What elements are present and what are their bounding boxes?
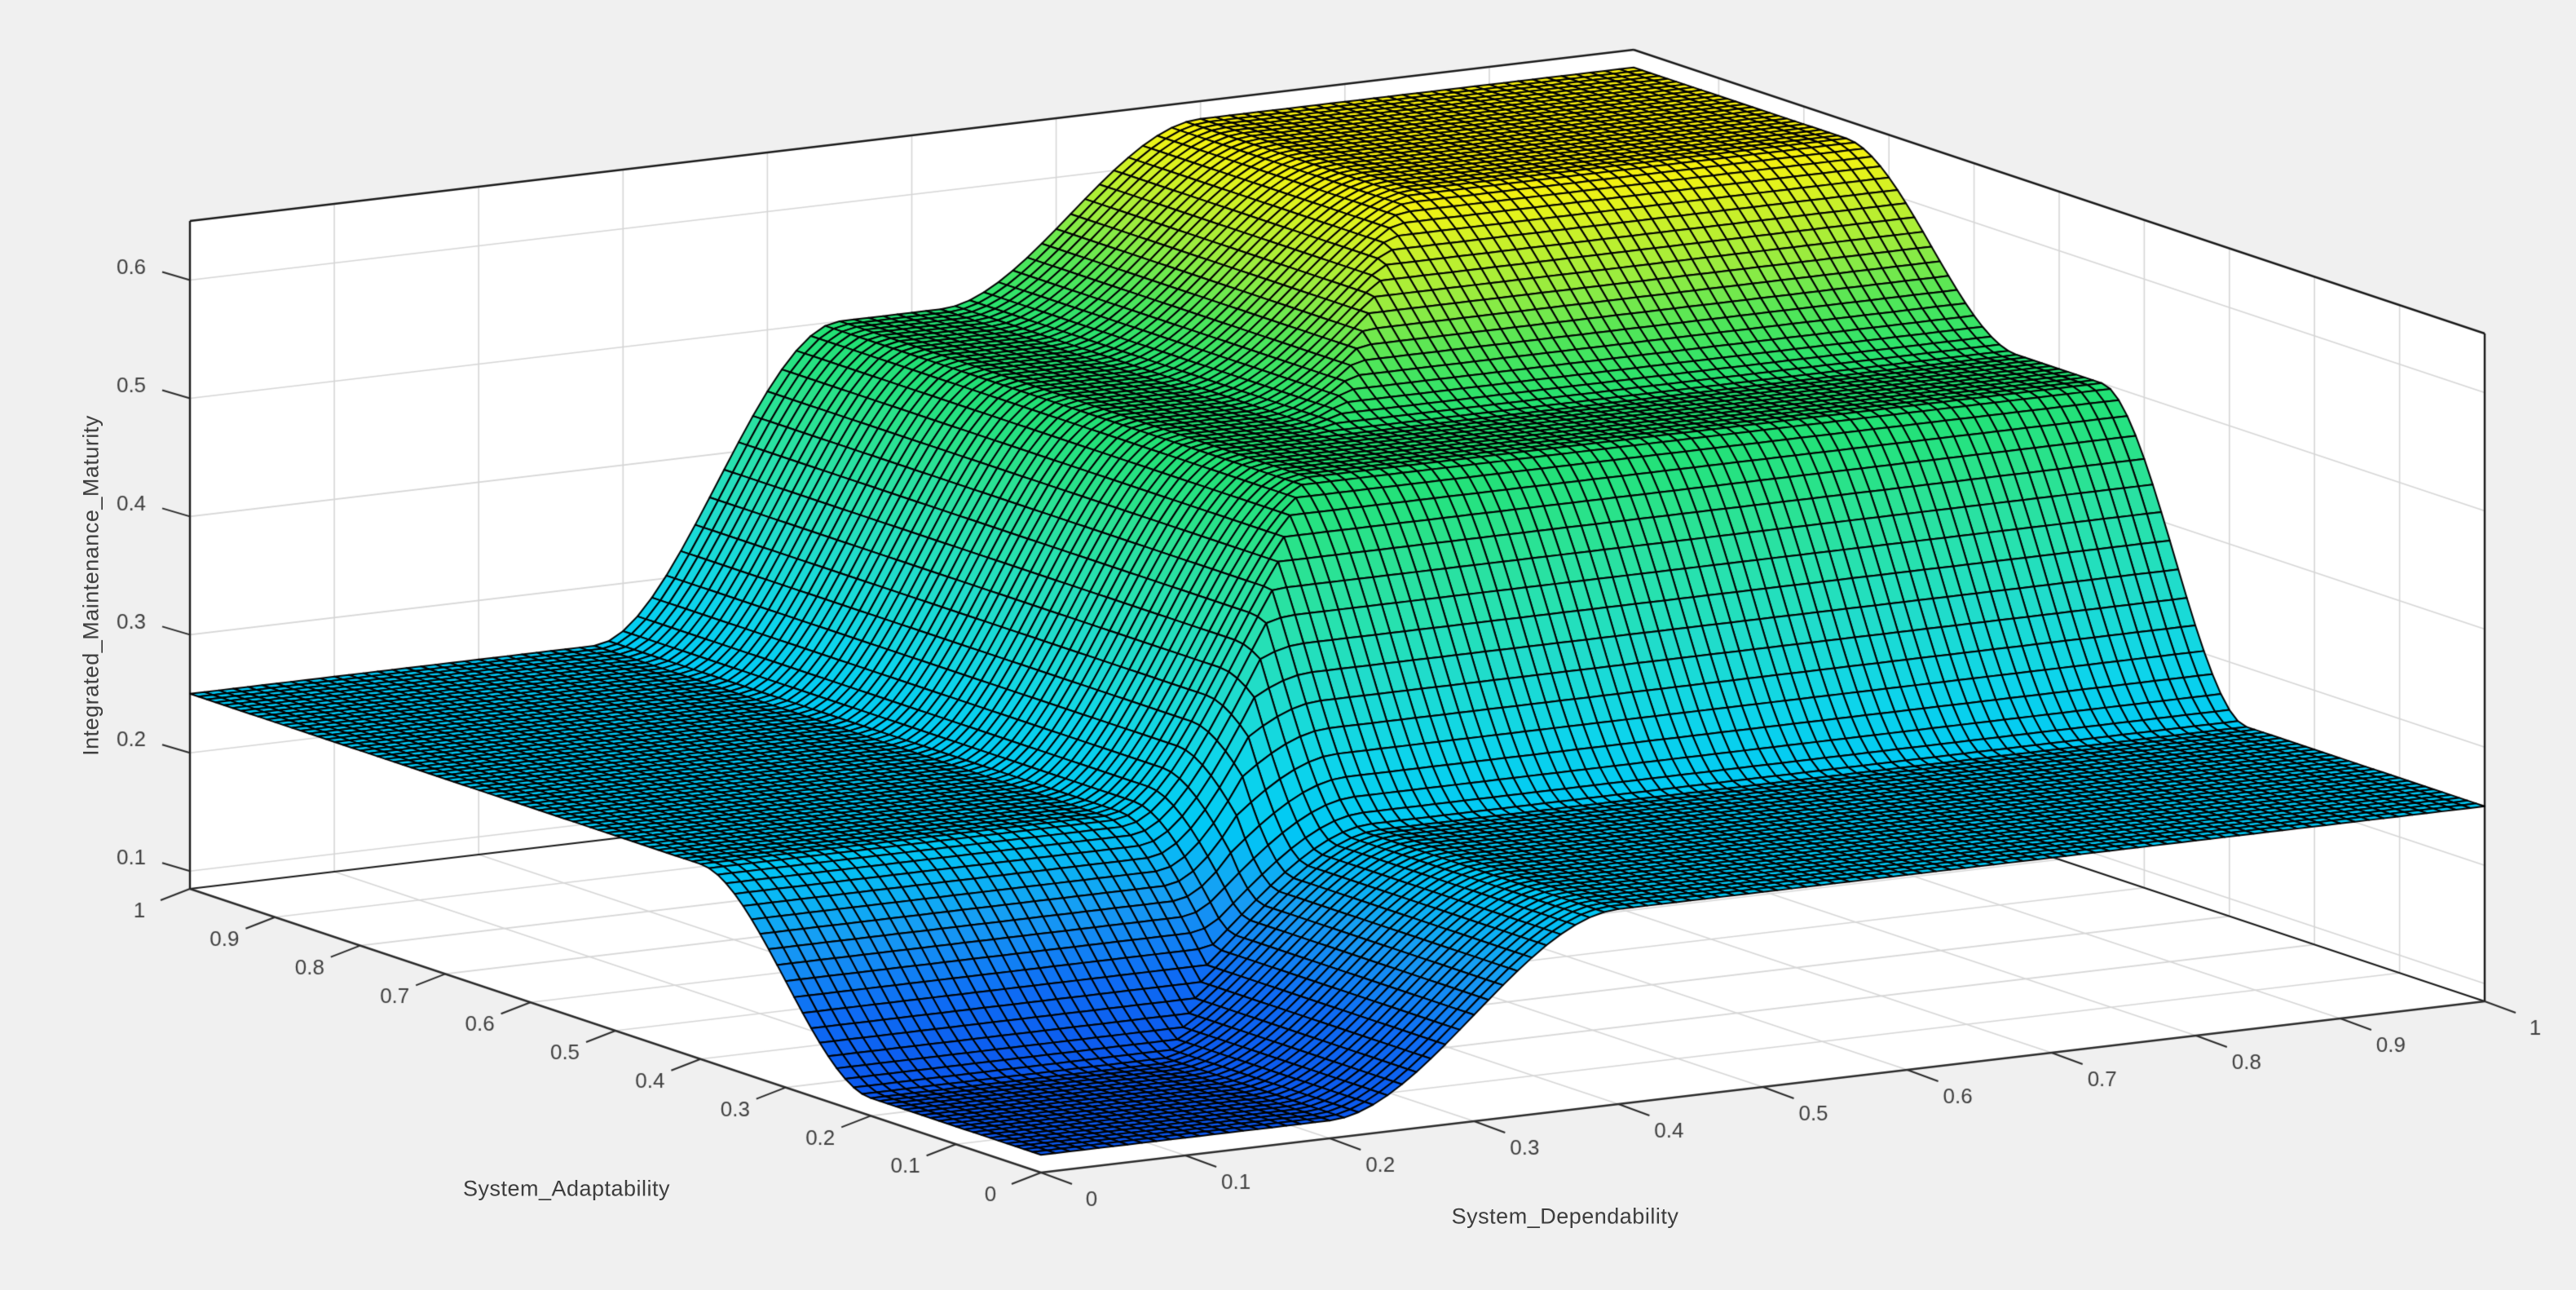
x-axis-label: System_Dependability: [1451, 1204, 1679, 1229]
z-axis-label: Integrated_Maintenance_Maturity: [78, 415, 104, 756]
y-axis-label: System_Adaptability: [462, 1176, 671, 1201]
